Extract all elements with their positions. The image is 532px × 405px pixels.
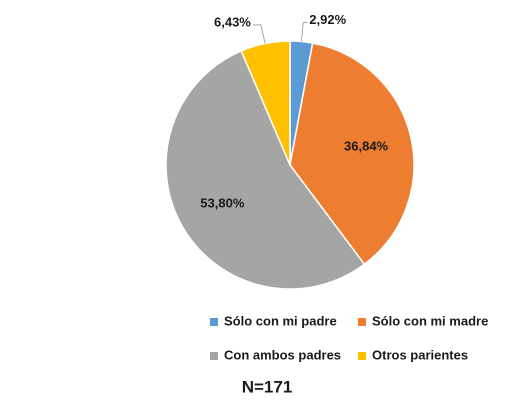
legend-label: Con ambos padres: [224, 347, 341, 362]
pie-slice: [165, 49, 366, 290]
sample-size: N=171: [242, 377, 293, 396]
leader-line: [300, 22, 308, 42]
data-label: 6,43%: [214, 14, 251, 29]
data-label: 36,84%: [344, 139, 389, 154]
legend-swatch: [210, 352, 218, 360]
legend-swatch: [210, 318, 218, 326]
leader-line: [252, 24, 266, 44]
pie-slice: [289, 42, 415, 266]
data-label: 2,92%: [309, 12, 346, 27]
legend-label: Otros parientes: [372, 347, 468, 362]
data-label: 53,80%: [200, 195, 245, 210]
legend-swatch: [358, 352, 366, 360]
legend-label: Sólo con mi madre: [372, 313, 488, 328]
legend-swatch: [358, 318, 366, 326]
legend-label: Sólo con mi padre: [224, 313, 337, 328]
